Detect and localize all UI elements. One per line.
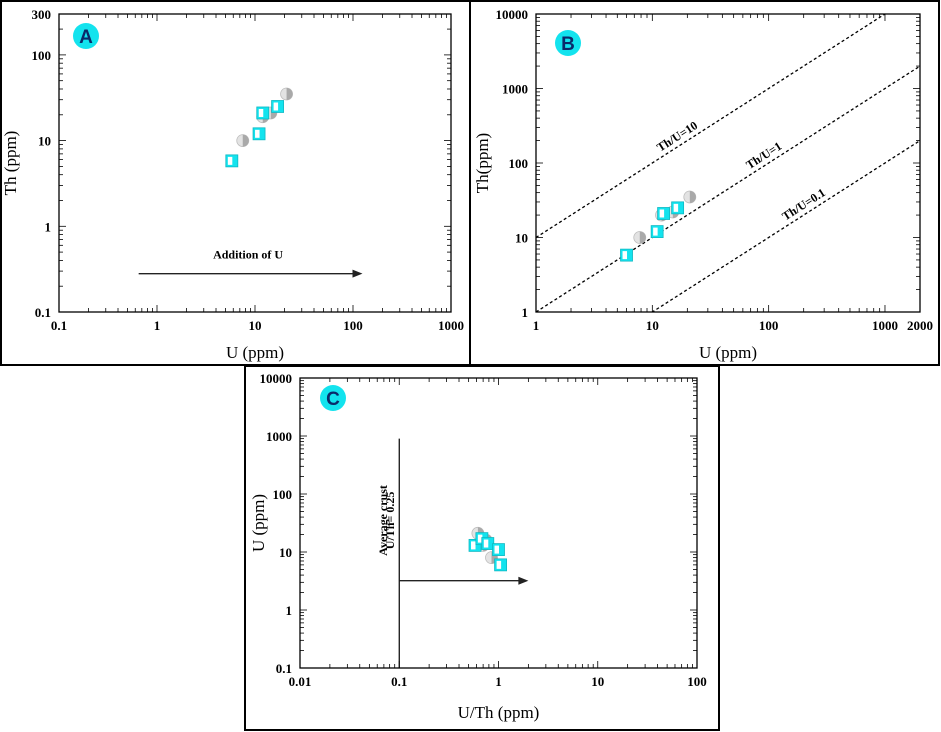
ratio-line <box>651 140 920 312</box>
minor-ticks <box>58 13 451 313</box>
panel-b-border <box>469 0 940 366</box>
y-tick-label: 10000 <box>260 371 293 386</box>
y-tick-label: 0.1 <box>276 661 292 676</box>
minor-ticks <box>535 14 921 313</box>
data-point-circle <box>633 231 647 244</box>
ratio-line <box>536 14 887 239</box>
ratio-line-label: Th/U=1 <box>743 139 784 172</box>
x-tick-label: 2000 <box>907 318 933 333</box>
ratio-line-label: Th/U=10 <box>654 118 700 154</box>
minor-ticks <box>299 378 697 669</box>
y-tick-label: 1 <box>522 305 529 320</box>
plot-frame <box>535 13 921 313</box>
y-tick-label: 100 <box>509 156 529 171</box>
y-axis-label: Th (ppm) <box>1 131 20 196</box>
x-axis-label: U (ppm) <box>226 343 284 362</box>
plot-frame <box>299 377 698 669</box>
y-tick-label: 1000 <box>266 429 292 444</box>
data-point-circle <box>280 87 293 101</box>
x-axis-label: U (ppm) <box>699 343 757 362</box>
data-point-square <box>494 558 508 572</box>
y-tick-label: 1 <box>286 603 293 618</box>
data-point-square <box>671 201 685 215</box>
y-tick-label: 10 <box>515 231 528 246</box>
y-tick-label: 10000 <box>496 7 529 22</box>
data-point-square <box>252 127 266 141</box>
plot-frame <box>58 13 452 313</box>
data-point-square <box>492 543 505 556</box>
y-tick-label: 300 <box>32 7 52 22</box>
chart-a: 0.1 1 10 100 1000 0.1 1 10 100 300 U (ppm) Th (ppm)… <box>1 7 464 362</box>
panel-badge: B <box>555 30 581 56</box>
panel-badge: C <box>320 385 346 411</box>
svg-text:A: A <box>79 27 93 48</box>
x-tick-label: 1000 <box>872 318 898 333</box>
x-tick-label: 1000 <box>438 318 464 333</box>
data-point-circle <box>683 190 697 204</box>
x-tick-label: 1 <box>154 318 161 333</box>
x-tick-label: 0.1 <box>391 674 407 689</box>
data-point-circle <box>236 134 250 147</box>
data-point-square <box>225 154 239 168</box>
data-point-square <box>271 100 284 113</box>
x-tick-label: 0.01 <box>289 674 312 689</box>
y-tick-label: 100 <box>273 487 293 502</box>
annotation: Addition of U <box>213 248 283 262</box>
x-tick-label: 0.1 <box>51 318 67 333</box>
y-tick-label: 100 <box>32 48 52 63</box>
y-tick-label: 10 <box>279 545 292 560</box>
y-tick-label: 0.1 <box>35 305 51 320</box>
panel-badge: A <box>73 23 99 49</box>
y-tick-label: 1000 <box>502 82 528 97</box>
x-tick-label: 100 <box>759 318 779 333</box>
y-axis-label: U (ppm) <box>249 494 268 552</box>
data-point-square <box>481 537 495 550</box>
x-tick-label: 1 <box>533 318 540 333</box>
arrow <box>138 269 363 278</box>
data-point-square <box>620 248 633 262</box>
x-tick-label: 100 <box>687 674 707 689</box>
ratio-line <box>536 65 920 312</box>
svg-text:B: B <box>561 34 575 55</box>
x-axis-label: U/Th (ppm) <box>458 703 540 722</box>
annotation: Average crust <box>376 485 390 556</box>
y-tick-label: 1 <box>45 219 52 234</box>
arrow <box>399 576 529 585</box>
x-tick-label: 10 <box>249 318 262 333</box>
y-axis-label: Th(ppm) <box>473 133 492 193</box>
y-tick-label: 10 <box>38 134 51 149</box>
panel-c-border <box>244 365 720 731</box>
chart-b: 1 10 100 1000 2000 1 10 100 1000 10000 U (ppm) Th(p… <box>473 7 933 362</box>
x-tick-label: 1 <box>495 674 502 689</box>
annotation: U/Th= 0.25 <box>383 492 397 550</box>
data-point-square <box>650 225 664 239</box>
svg-text:C: C <box>326 389 340 410</box>
x-tick-label: 10 <box>646 318 659 333</box>
data-point-square <box>256 106 270 120</box>
x-tick-label: 100 <box>343 318 363 333</box>
data-point-square <box>657 207 671 220</box>
x-tick-label: 10 <box>591 674 604 689</box>
